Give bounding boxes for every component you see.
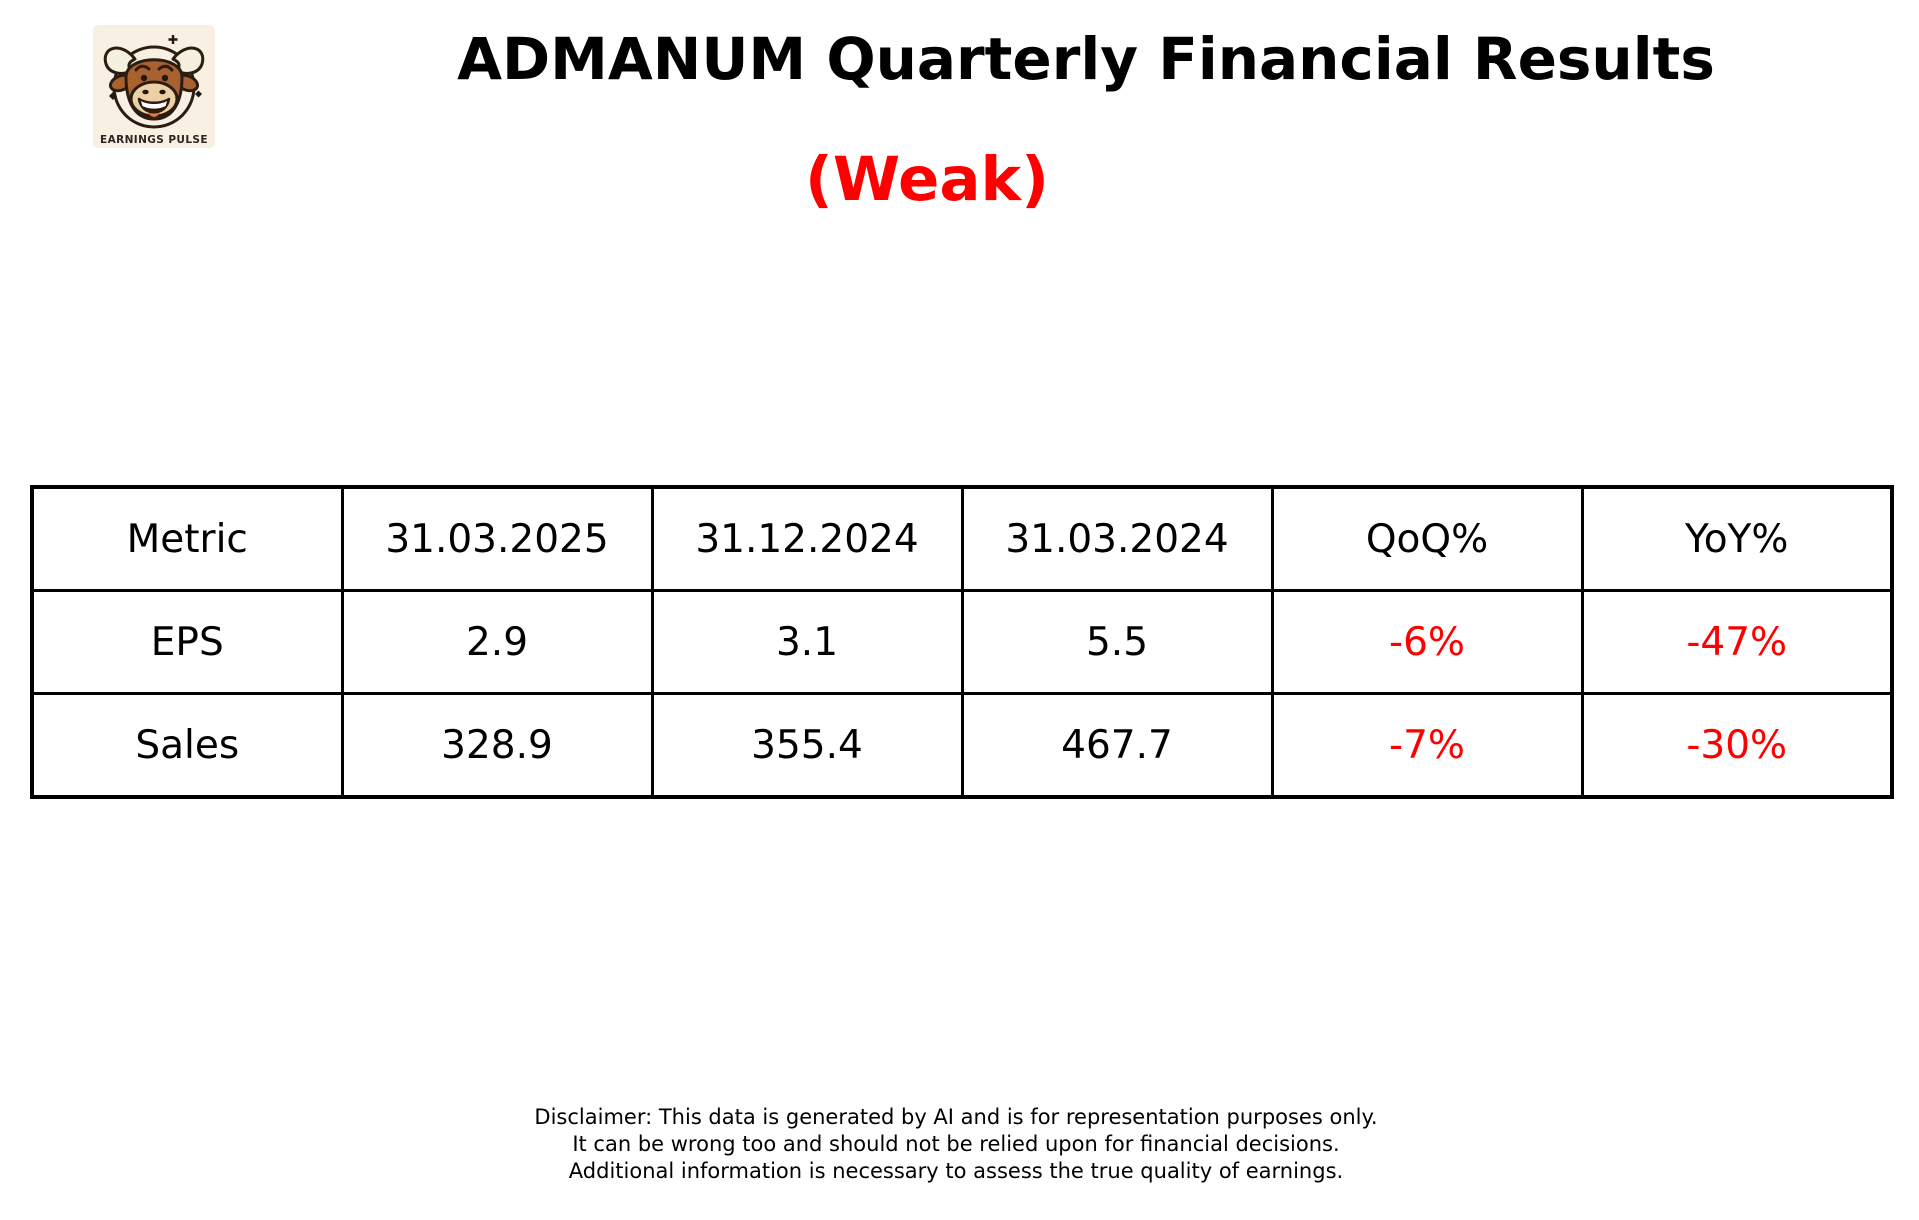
disclaimer: Disclaimer: This data is generated by AI… [534,1104,1377,1185]
col-header-qoq: QoQ% [1270,485,1584,592]
bull-eyebrow-right [157,64,174,72]
value-cell: 355.4 [650,692,964,799]
page-title: ADMANUM Quarterly Financial Results [457,25,1715,93]
value-cell: 328.9 [340,692,654,799]
col-header-date-3: 31.03.2024 [960,485,1274,592]
disclaimer-line-3: Additional information is necessary to a… [568,1159,1344,1183]
value-cell: 467.7 [960,692,1274,799]
bull-mascot-icon: EARNINGS PULSE [93,25,215,148]
bull-eye-right [161,74,169,82]
logo: EARNINGS PULSE [93,25,215,148]
table-row-eps: EPS 2.9 3.1 5.5 -6% -47% [30,589,1894,695]
bull-horn-left [103,46,137,75]
verdict-subtitle: (Weak) [805,144,1049,215]
bull-nostril-left [142,89,149,95]
value-cell: 5.5 [960,589,1274,695]
table-row-sales: Sales 328.9 355.4 467.7 -7% -30% [30,692,1894,799]
disclaimer-line-1: Disclaimer: This data is generated by AI… [534,1105,1378,1129]
col-header-date-1: 31.03.2025 [340,485,654,592]
col-header-yoy: YoY% [1580,485,1894,592]
yoy-change-cell: -47% [1580,589,1894,695]
results-table: Metric 31.03.2025 31.12.2024 31.03.2024 … [30,485,1894,799]
table-header-row: Metric 31.03.2025 31.12.2024 31.03.2024 … [30,485,1894,592]
sparkle-plus-icon [168,35,178,44]
logo-brand-text: EARNINGS PULSE [100,134,208,146]
disclaimer-line-2: It can be wrong too and should not be re… [572,1132,1340,1156]
bull-eyebrow-left [134,64,151,72]
value-cell: 2.9 [340,589,654,695]
qoq-change-cell: -6% [1270,589,1584,695]
value-cell: 3.1 [650,589,964,695]
col-header-metric: Metric [30,485,344,592]
yoy-change-cell: -30% [1580,692,1894,799]
bull-tongue [147,111,161,117]
sparkle-icon [195,90,202,98]
sparkle-icon [109,92,117,100]
col-header-date-2: 31.12.2024 [650,485,964,592]
metric-name-cell: EPS [30,589,344,695]
metric-name-cell: Sales [30,692,344,799]
qoq-change-cell: -7% [1270,692,1584,799]
bull-eye-left [140,74,148,82]
bull-nostril-right [159,89,166,95]
bull-horn-right [171,46,205,75]
bull-teeth [141,101,167,109]
